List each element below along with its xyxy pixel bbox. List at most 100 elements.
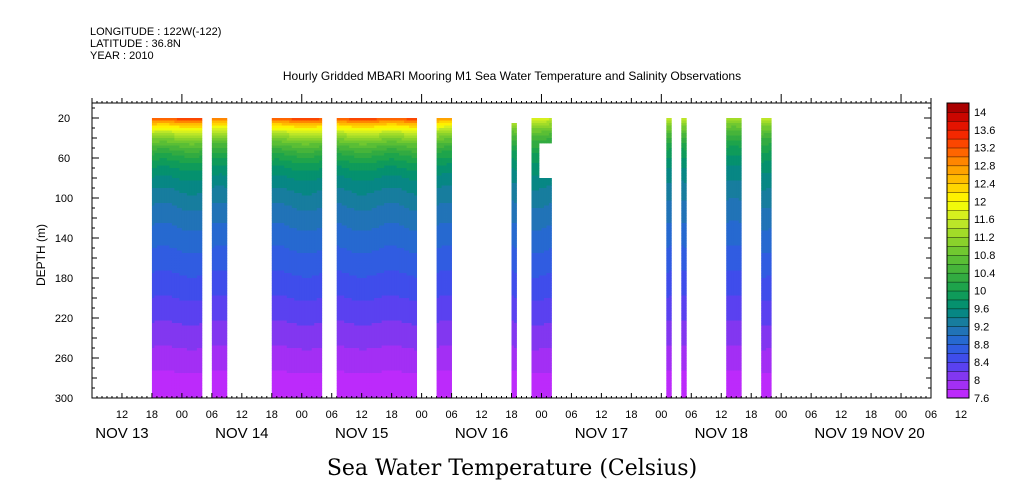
heat-cell	[159, 275, 163, 279]
heat-cell	[191, 190, 195, 194]
heat-cell	[224, 168, 228, 171]
heat-cell	[301, 230, 305, 234]
heat-cell	[289, 378, 293, 381]
heat-cell	[271, 295, 275, 299]
heat-cell	[189, 275, 193, 279]
heat-cell	[276, 178, 280, 181]
heat-cell	[184, 340, 188, 344]
heat-cell	[191, 395, 195, 399]
heat-cell	[214, 298, 218, 301]
heat-cell	[314, 288, 318, 291]
heat-cell	[171, 320, 175, 324]
heat-cell	[279, 275, 283, 279]
heat-cell	[271, 358, 275, 361]
heat-cell	[311, 208, 315, 211]
heat-cell	[289, 318, 293, 321]
heat-cell	[166, 338, 170, 341]
heat-cell	[306, 375, 310, 379]
heat-cell	[169, 228, 173, 231]
heat-cell	[291, 235, 295, 239]
heat-cell	[196, 345, 200, 349]
heat-cell	[289, 153, 293, 156]
heat-cell	[161, 253, 165, 256]
heat-cell	[301, 328, 305, 331]
heat-cell	[316, 223, 320, 226]
heat-cell	[211, 185, 215, 189]
heat-cell	[291, 293, 295, 296]
heat-cell	[294, 123, 298, 126]
heat-cell	[181, 245, 185, 249]
heat-cell	[311, 118, 315, 121]
heat-cell	[309, 263, 313, 266]
heat-cell	[219, 155, 223, 159]
heat-cell	[186, 150, 190, 154]
heat-cell	[214, 175, 218, 179]
heat-cell	[299, 283, 303, 286]
heat-cell	[194, 295, 198, 299]
heat-cell	[286, 175, 290, 179]
heat-cell	[164, 373, 168, 376]
heat-cell	[286, 178, 290, 181]
heat-cell	[191, 320, 195, 324]
heat-cell	[304, 325, 308, 329]
heat-cell	[211, 190, 215, 194]
heat-cell	[299, 253, 303, 256]
heat-cell	[211, 203, 215, 206]
heat-cell	[271, 335, 275, 339]
heat-cell	[181, 335, 185, 339]
heat-cell	[176, 125, 180, 129]
heat-cell	[171, 123, 175, 126]
heat-cell	[171, 383, 175, 386]
heat-cell	[304, 300, 308, 304]
heat-cell	[294, 233, 298, 236]
heat-cell	[196, 315, 200, 319]
heat-cell	[199, 243, 203, 246]
heat-cell	[171, 140, 175, 144]
heat-cell	[184, 238, 188, 241]
heat-cell	[219, 388, 223, 391]
heat-cell	[221, 240, 225, 244]
heat-cell	[281, 255, 285, 259]
heat-cell	[274, 170, 278, 174]
heat-cell	[191, 160, 195, 164]
heat-cell	[159, 358, 163, 361]
heat-cell	[181, 260, 185, 264]
heat-cell	[169, 333, 173, 336]
heat-cell	[271, 200, 275, 204]
heat-cell	[306, 340, 310, 344]
heat-cell	[286, 320, 290, 324]
heat-cell	[186, 278, 190, 281]
heat-cell	[224, 190, 228, 194]
heat-cell	[156, 273, 160, 276]
heat-cell	[221, 185, 225, 189]
heat-cell	[299, 388, 303, 391]
heat-cell	[181, 133, 185, 136]
heat-cell	[151, 215, 155, 219]
heat-cell	[299, 390, 303, 394]
heat-cell	[304, 128, 308, 131]
heat-cell	[194, 263, 198, 266]
heat-cell	[291, 285, 295, 289]
heat-cell	[194, 293, 198, 296]
heat-cell	[299, 375, 303, 379]
heat-cell	[314, 130, 318, 134]
heat-cell	[224, 240, 228, 244]
heat-cell	[156, 295, 160, 299]
year-label: YEAR : 2010	[90, 50, 154, 62]
heat-cell	[274, 235, 278, 239]
heat-cell	[311, 395, 315, 399]
heat-cell	[301, 285, 305, 289]
heat-cell	[281, 333, 285, 336]
heat-cell	[176, 315, 180, 319]
heat-cell	[314, 300, 318, 304]
heat-cell	[161, 395, 165, 399]
heat-cell	[191, 303, 195, 306]
heat-cell	[296, 120, 300, 124]
heat-cell	[174, 365, 178, 369]
heat-cell	[306, 238, 310, 241]
heat-cell	[286, 218, 290, 221]
heat-cell	[221, 188, 225, 191]
heat-cell	[276, 373, 280, 376]
heat-cell	[286, 255, 290, 259]
heat-cell	[199, 133, 203, 136]
